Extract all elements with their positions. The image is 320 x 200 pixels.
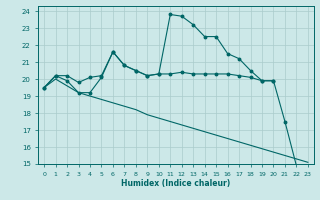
X-axis label: Humidex (Indice chaleur): Humidex (Indice chaleur) xyxy=(121,179,231,188)
